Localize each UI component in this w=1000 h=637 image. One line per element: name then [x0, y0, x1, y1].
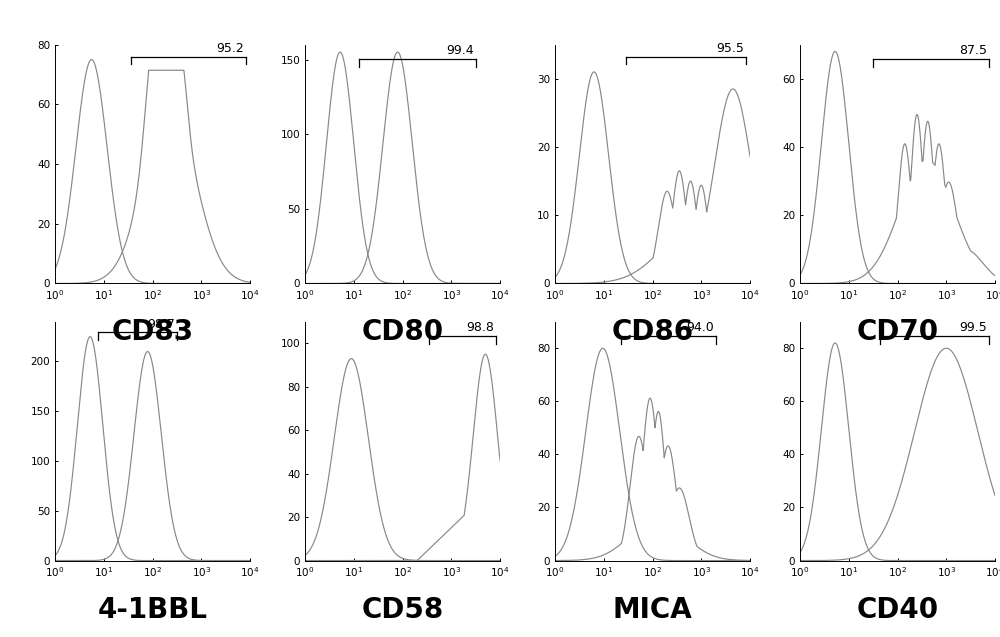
Text: CD83: CD83	[111, 318, 194, 347]
Text: 99.5: 99.5	[959, 322, 987, 334]
Text: CD58: CD58	[361, 596, 444, 624]
Text: 95.2: 95.2	[216, 42, 244, 55]
Text: 95.5: 95.5	[716, 42, 744, 55]
Text: 4-1BBL: 4-1BBL	[98, 596, 208, 624]
Text: 98.8: 98.8	[466, 322, 494, 334]
Text: 94.0: 94.0	[686, 322, 714, 334]
Text: 99.4: 99.4	[446, 45, 474, 57]
Text: MICA: MICA	[613, 596, 692, 624]
Text: CD86: CD86	[611, 318, 694, 347]
Text: CD70: CD70	[856, 318, 939, 347]
Text: 87.5: 87.5	[959, 45, 987, 57]
Text: 98.7: 98.7	[147, 318, 175, 331]
Text: CD80: CD80	[361, 318, 444, 347]
Text: CD40: CD40	[856, 596, 939, 624]
